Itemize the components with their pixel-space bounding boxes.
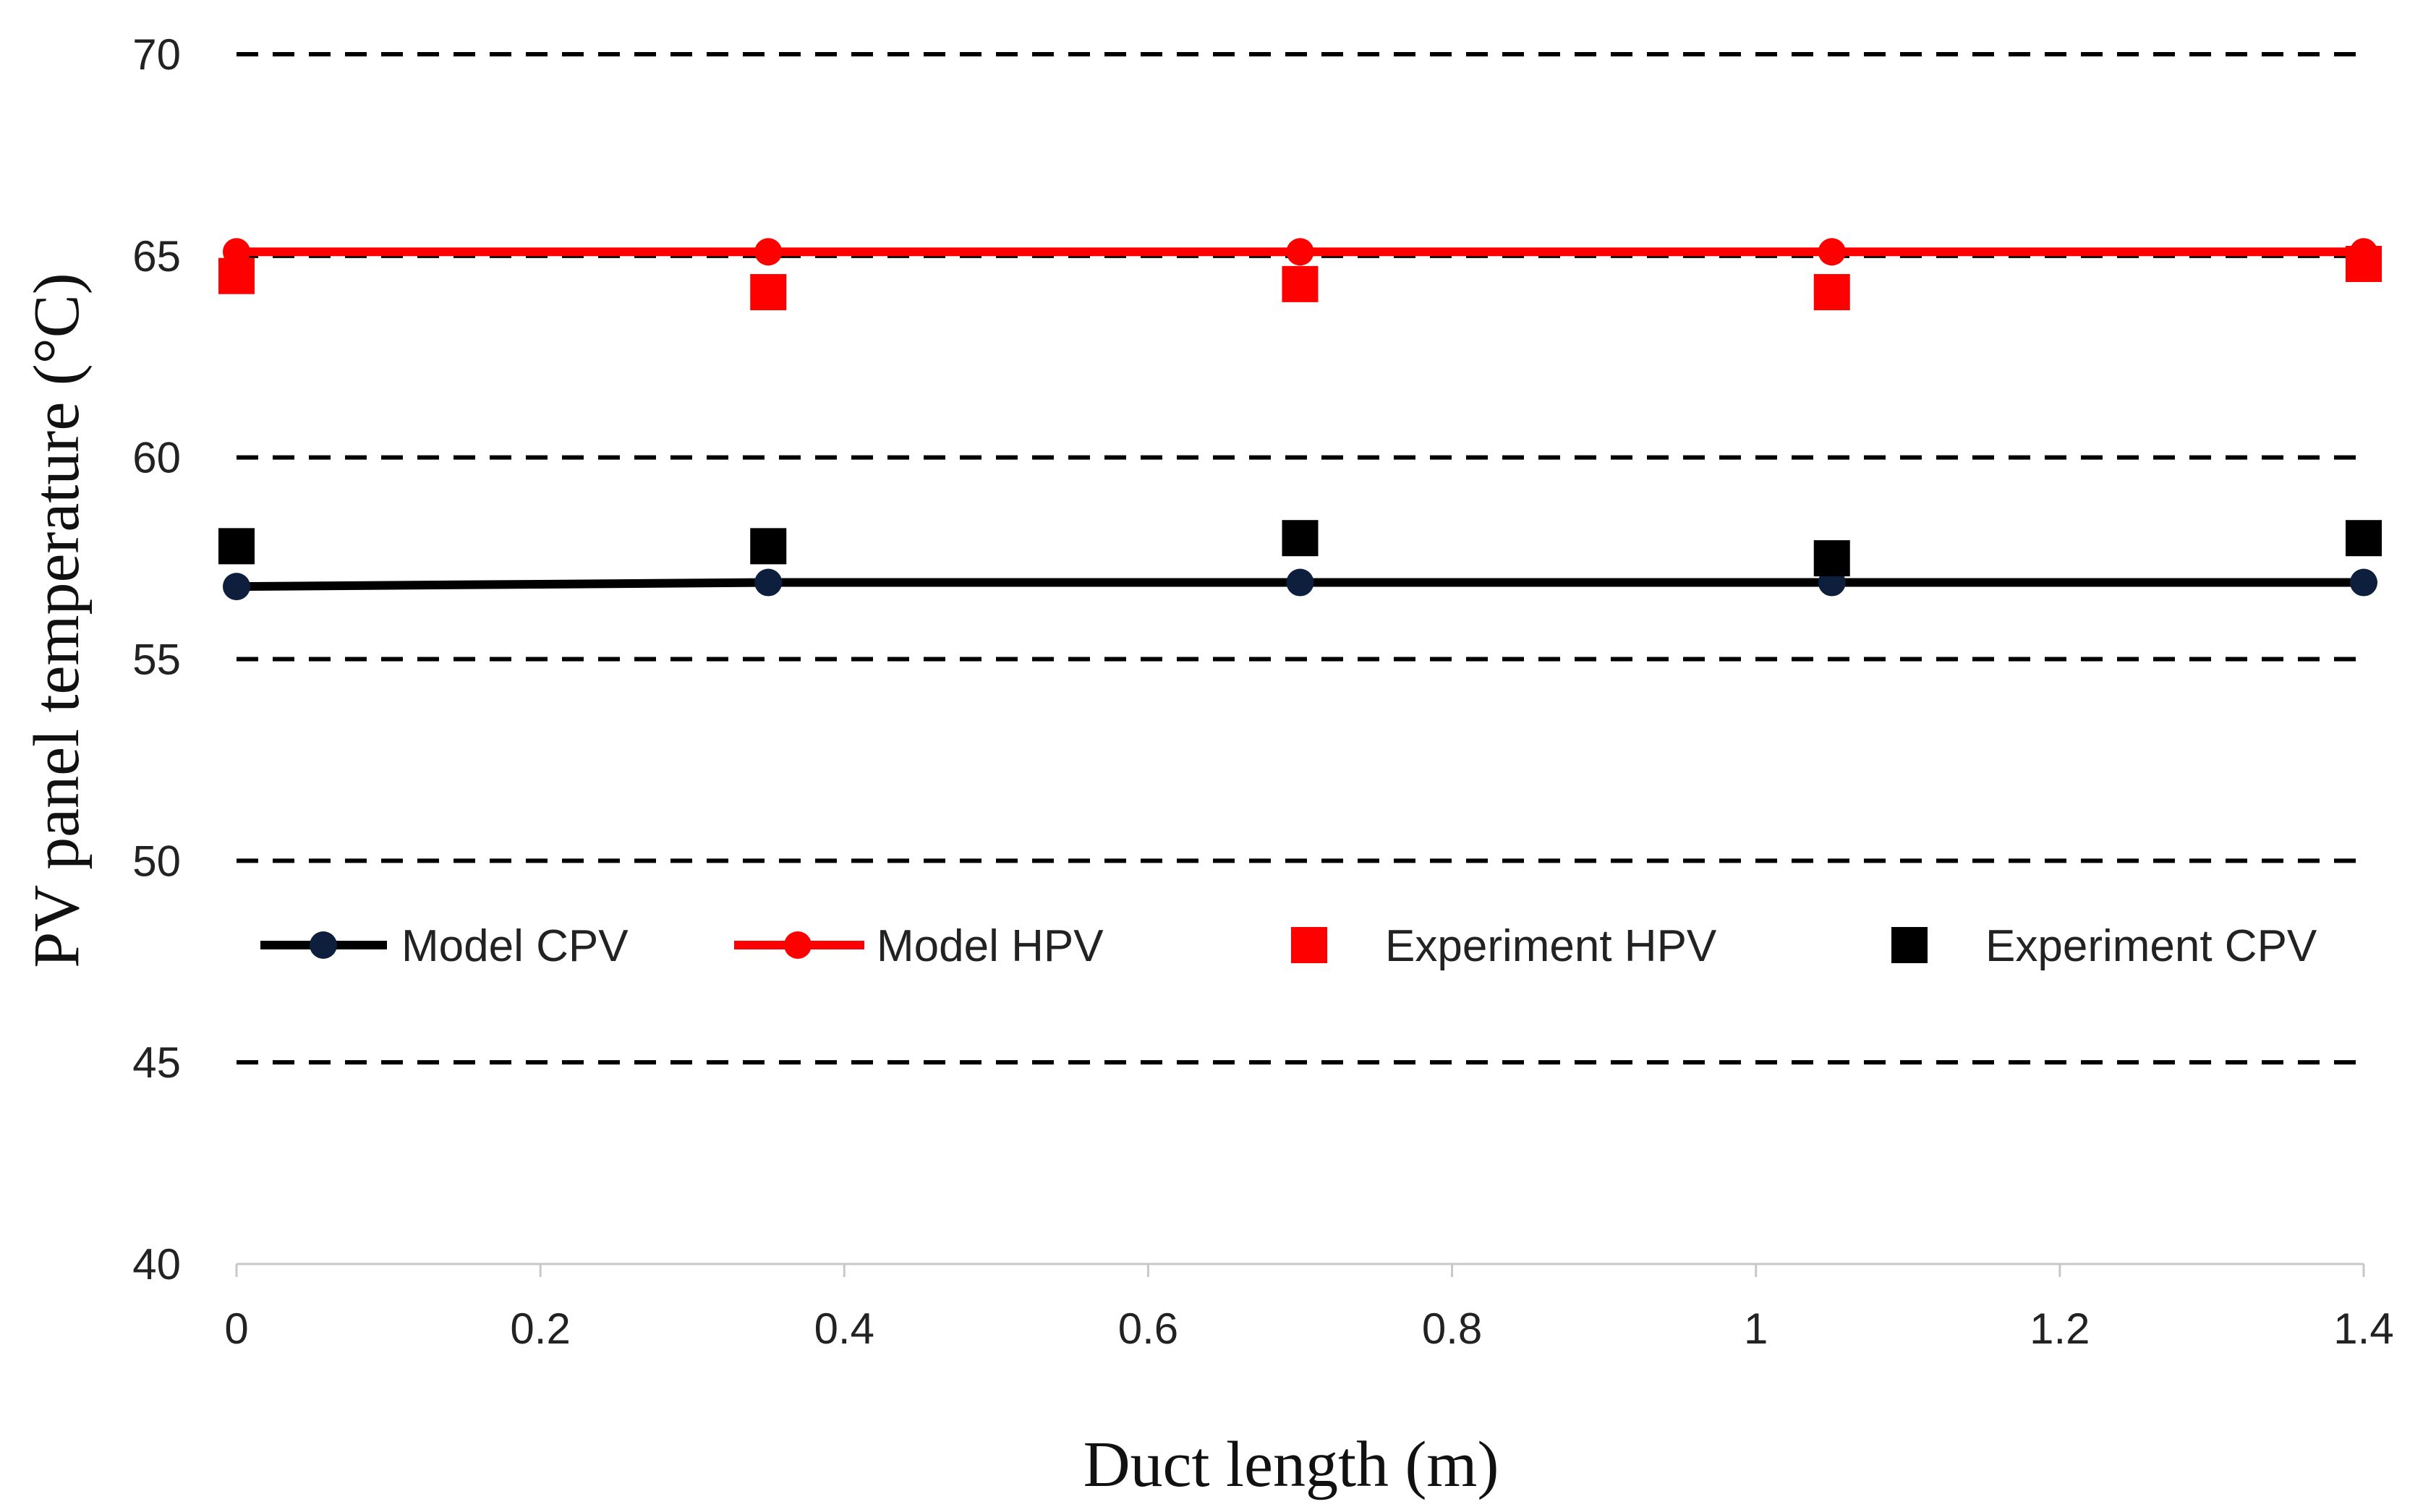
series-1-point-3 bbox=[1818, 238, 1846, 266]
legend-marker-0 bbox=[310, 931, 337, 959]
series-0 bbox=[223, 568, 2377, 601]
series-3-point-2 bbox=[1282, 520, 1319, 557]
legend-item-1: Model HPV bbox=[734, 921, 1104, 971]
legend-item-0: Model CPV bbox=[260, 921, 629, 971]
x-tick-label-5: 1 bbox=[1744, 1304, 1768, 1353]
series-2-point-0 bbox=[218, 257, 255, 294]
x-tick-label-0: 0 bbox=[224, 1304, 248, 1353]
series-0-point-1 bbox=[754, 568, 783, 597]
series-2 bbox=[218, 245, 2382, 311]
series-1-point-2 bbox=[1286, 238, 1314, 266]
y-axis-title: PV panel temperature (°C) bbox=[21, 273, 93, 968]
legend-marker-2 bbox=[1291, 927, 1327, 963]
axes: 0 0.2 0.4 0.6 0.8 1 1.2 1.4 40 45 50 55 60 65 70 bbox=[132, 30, 2393, 1353]
legend: Model CPV Model HPV Experiment HPV Experime… bbox=[260, 921, 2317, 971]
y-tick-label-2: 50 bbox=[132, 837, 181, 885]
series-0-point-4 bbox=[2350, 568, 2377, 597]
series-2-point-1 bbox=[750, 274, 787, 311]
series-1-point-1 bbox=[754, 238, 783, 266]
y-tick-label-6: 70 bbox=[132, 30, 181, 79]
legend-label-1: Model HPV bbox=[877, 921, 1104, 971]
series-3-point-4 bbox=[2346, 520, 2382, 557]
series-3-point-3 bbox=[1813, 540, 1850, 577]
x-tick-label-7: 1.4 bbox=[2333, 1304, 2393, 1353]
legend-item-3: Experiment CPV bbox=[1891, 921, 2317, 971]
series-2-point-2 bbox=[1282, 265, 1319, 302]
x-tick-label-2: 0.4 bbox=[814, 1304, 874, 1353]
legend-label-0: Model CPV bbox=[401, 921, 629, 971]
series-0-point-0 bbox=[223, 573, 250, 601]
y-tick-label-4: 60 bbox=[132, 434, 181, 482]
series-3-point-1 bbox=[750, 528, 787, 565]
x-tick-label-3: 0.6 bbox=[1118, 1304, 1178, 1353]
gridlines bbox=[237, 52, 2364, 1065]
legend-marker-1 bbox=[784, 931, 812, 959]
series-1 bbox=[223, 238, 2377, 266]
legend-item-2: Experiment HPV bbox=[1291, 921, 1717, 971]
legend-marker-3 bbox=[1891, 927, 1928, 963]
series-3 bbox=[218, 520, 2382, 577]
legend-label-3: Experiment CPV bbox=[1985, 921, 2317, 971]
series bbox=[218, 238, 2382, 601]
y-tick-label-1: 45 bbox=[132, 1038, 181, 1087]
series-0-point-2 bbox=[1286, 568, 1314, 597]
x-tick-label-4: 0.8 bbox=[1422, 1304, 1482, 1353]
y-tick-label-3: 55 bbox=[132, 636, 181, 684]
x-axis-title: Duct length (m) bbox=[1083, 1429, 1499, 1500]
y-tick-label-0: 40 bbox=[132, 1240, 181, 1289]
series-2-point-3 bbox=[1813, 274, 1850, 311]
series-3-point-0 bbox=[218, 528, 255, 565]
series-2-point-4 bbox=[2346, 245, 2382, 282]
x-tick-label-1: 0.2 bbox=[510, 1304, 570, 1353]
legend-label-2: Experiment HPV bbox=[1385, 921, 1717, 971]
x-tick-label-6: 1.2 bbox=[2030, 1304, 2090, 1353]
y-tick-label-5: 65 bbox=[132, 232, 181, 281]
